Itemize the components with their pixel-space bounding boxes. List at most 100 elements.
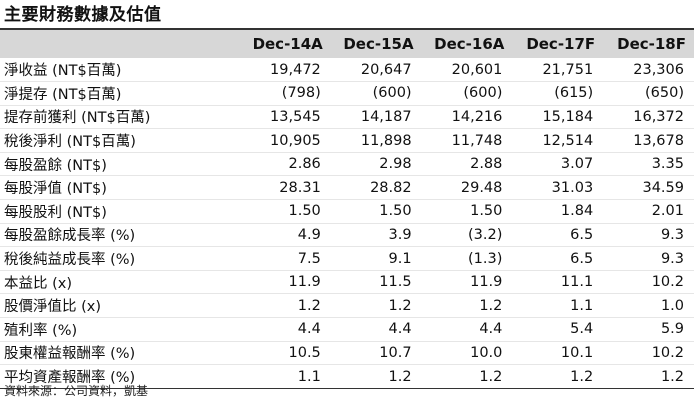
value-cell: 1.1 (512, 293, 604, 319)
table-row: 每股盈餘成長率 (%) 4.9 3.9 (3.2) 6.5 9.3 (0, 223, 694, 248)
value-cell: 1.1 (240, 364, 331, 389)
value-cell: 4.9 (240, 223, 331, 248)
value-cell: 28.31 (240, 175, 331, 201)
value-cell: 10,905 (240, 128, 331, 153)
value-cell: (600) (330, 81, 422, 106)
row-label: 平均資產報酬率 (%) (0, 364, 240, 389)
value-cell: 1.84 (512, 199, 604, 224)
value-cell: 3.9 (330, 223, 422, 248)
row-label: 每股盈餘 (NT$) (0, 152, 240, 177)
row-label: 每股淨值 (NT$) (0, 175, 240, 201)
value-cell: (798) (240, 81, 331, 106)
value-cell: 1.2 (240, 293, 331, 319)
value-cell: 13,545 (240, 105, 331, 130)
value-cell: 6.5 (512, 223, 604, 248)
value-cell: 1.2 (603, 364, 694, 389)
row-label: 淨收益 (NT$百萬) (0, 58, 240, 83)
value-cell: 15,184 (512, 105, 604, 130)
value-cell: 2.98 (330, 152, 422, 177)
column-header-label (0, 30, 240, 58)
value-cell: 20,647 (330, 58, 422, 83)
value-cell: 10.5 (240, 341, 331, 366)
value-cell: 10.7 (330, 341, 422, 366)
value-cell: 3.35 (603, 152, 694, 177)
value-cell: 11.5 (330, 270, 422, 295)
value-cell: 10.0 (421, 341, 513, 366)
value-cell: 3.07 (512, 152, 604, 177)
value-cell: 10.2 (603, 341, 694, 366)
row-label: 提存前獲利 (NT$百萬) (0, 105, 240, 130)
table-row: 股東權益報酬率 (%) 10.5 10.7 10.0 10.1 10.2 (0, 341, 694, 366)
table-row: 股價淨值比 (x) 1.2 1.2 1.2 1.1 1.0 (0, 293, 694, 319)
value-cell: 2.88 (421, 152, 513, 177)
value-cell: 11,898 (330, 128, 422, 153)
value-cell: 7.5 (240, 246, 331, 271)
value-cell: 2.86 (240, 152, 331, 177)
table-row: 提存前獲利 (NT$百萬) 13,545 14,187 14,216 15,184 16,… (0, 105, 694, 130)
value-cell: 19,472 (240, 58, 331, 83)
value-cell: 11.9 (240, 270, 331, 295)
table-row: 淨收益 (NT$百萬) 19,472 20,647 20,601 21,751 23,30… (0, 58, 694, 83)
value-cell: 6.5 (512, 246, 604, 271)
value-cell: 9.1 (330, 246, 422, 271)
table-row: 本益比 (x) 11.9 11.5 11.9 11.1 10.2 (0, 270, 694, 295)
value-cell: (3.2) (421, 223, 513, 248)
row-label: 殖利率 (%) (0, 317, 240, 342)
value-cell: 31.03 (512, 175, 604, 201)
value-cell: 2.01 (603, 199, 694, 224)
row-label: 稅後純益成長率 (%) (0, 246, 240, 271)
value-cell: 1.2 (512, 364, 604, 389)
row-label: 稅後淨利 (NT$百萬) (0, 128, 240, 153)
value-cell: 11.9 (421, 270, 513, 295)
value-cell: 4.4 (240, 317, 331, 342)
table-row: 每股盈餘 (NT$) 2.86 2.98 2.88 3.07 3.35 (0, 152, 694, 177)
row-label: 股東權益報酬率 (%) (0, 341, 240, 366)
row-label: 股價淨值比 (x) (0, 293, 240, 319)
value-cell: 4.4 (421, 317, 513, 342)
value-cell: 4.4 (330, 317, 422, 342)
value-cell: 16,372 (603, 105, 694, 130)
value-cell: 9.3 (603, 246, 694, 271)
value-cell: 11.1 (512, 270, 604, 295)
table-row: 稅後純益成長率 (%) 7.5 9.1 (1.3) 6.5 9.3 (0, 246, 694, 271)
table-title: 主要財務數據及估值 (0, 0, 694, 30)
value-cell: (1.3) (421, 246, 513, 271)
table-row: 每股淨值 (NT$) 28.31 28.82 29.48 31.03 34.59 (0, 175, 694, 201)
column-header-period: Dec-16A (434, 35, 505, 53)
value-cell: 14,187 (330, 105, 422, 130)
column-header-period: Dec-15A (343, 35, 414, 53)
value-cell: 23,306 (603, 58, 694, 83)
value-cell: 20,601 (421, 58, 513, 83)
value-cell: 10.1 (512, 341, 604, 366)
value-cell: 10.2 (603, 270, 694, 295)
table-row: 淨提存 (NT$百萬) (798) (600) (600) (615) (650) (0, 81, 694, 106)
table-row: 每股股利 (NT$) 1.50 1.50 1.50 1.84 2.01 (0, 199, 694, 224)
value-cell: (650) (603, 81, 694, 106)
source-note: 資料來源：公司資料，凱基 (4, 384, 149, 398)
row-label: 淨提存 (NT$百萬) (0, 81, 240, 106)
value-cell: 29.48 (421, 175, 513, 201)
table-body: 淨收益 (NT$百萬) 19,472 20,647 20,601 21,751 23,30… (0, 58, 694, 389)
value-cell: 11,748 (421, 128, 513, 153)
table-row: 殖利率 (%) 4.4 4.4 4.4 5.4 5.9 (0, 317, 694, 342)
value-cell: 9.3 (603, 223, 694, 248)
value-cell: 28.82 (330, 175, 422, 201)
row-label: 每股股利 (NT$) (0, 199, 240, 224)
header-row: Dec-14A Dec-15A Dec-16A Dec-17F Dec-18F (0, 30, 694, 58)
column-header-period: Dec-17F (526, 35, 596, 53)
value-cell: 1.2 (330, 364, 422, 389)
value-cell: 5.9 (603, 317, 694, 342)
value-cell: (600) (421, 81, 513, 106)
value-cell: 1.50 (330, 199, 422, 224)
value-cell: 1.50 (421, 199, 513, 224)
table-row: 稅後淨利 (NT$百萬) 10,905 11,898 11,748 12,514 13,6… (0, 128, 694, 153)
value-cell: 14,216 (421, 105, 513, 130)
value-cell: 1.0 (603, 293, 694, 319)
value-cell: 34.59 (603, 175, 694, 201)
column-header-period: Dec-14A (252, 35, 323, 53)
column-header-period: Dec-18F (617, 35, 686, 53)
value-cell: 21,751 (512, 58, 604, 83)
value-cell: 13,678 (603, 128, 694, 153)
value-cell: 1.2 (421, 293, 513, 319)
